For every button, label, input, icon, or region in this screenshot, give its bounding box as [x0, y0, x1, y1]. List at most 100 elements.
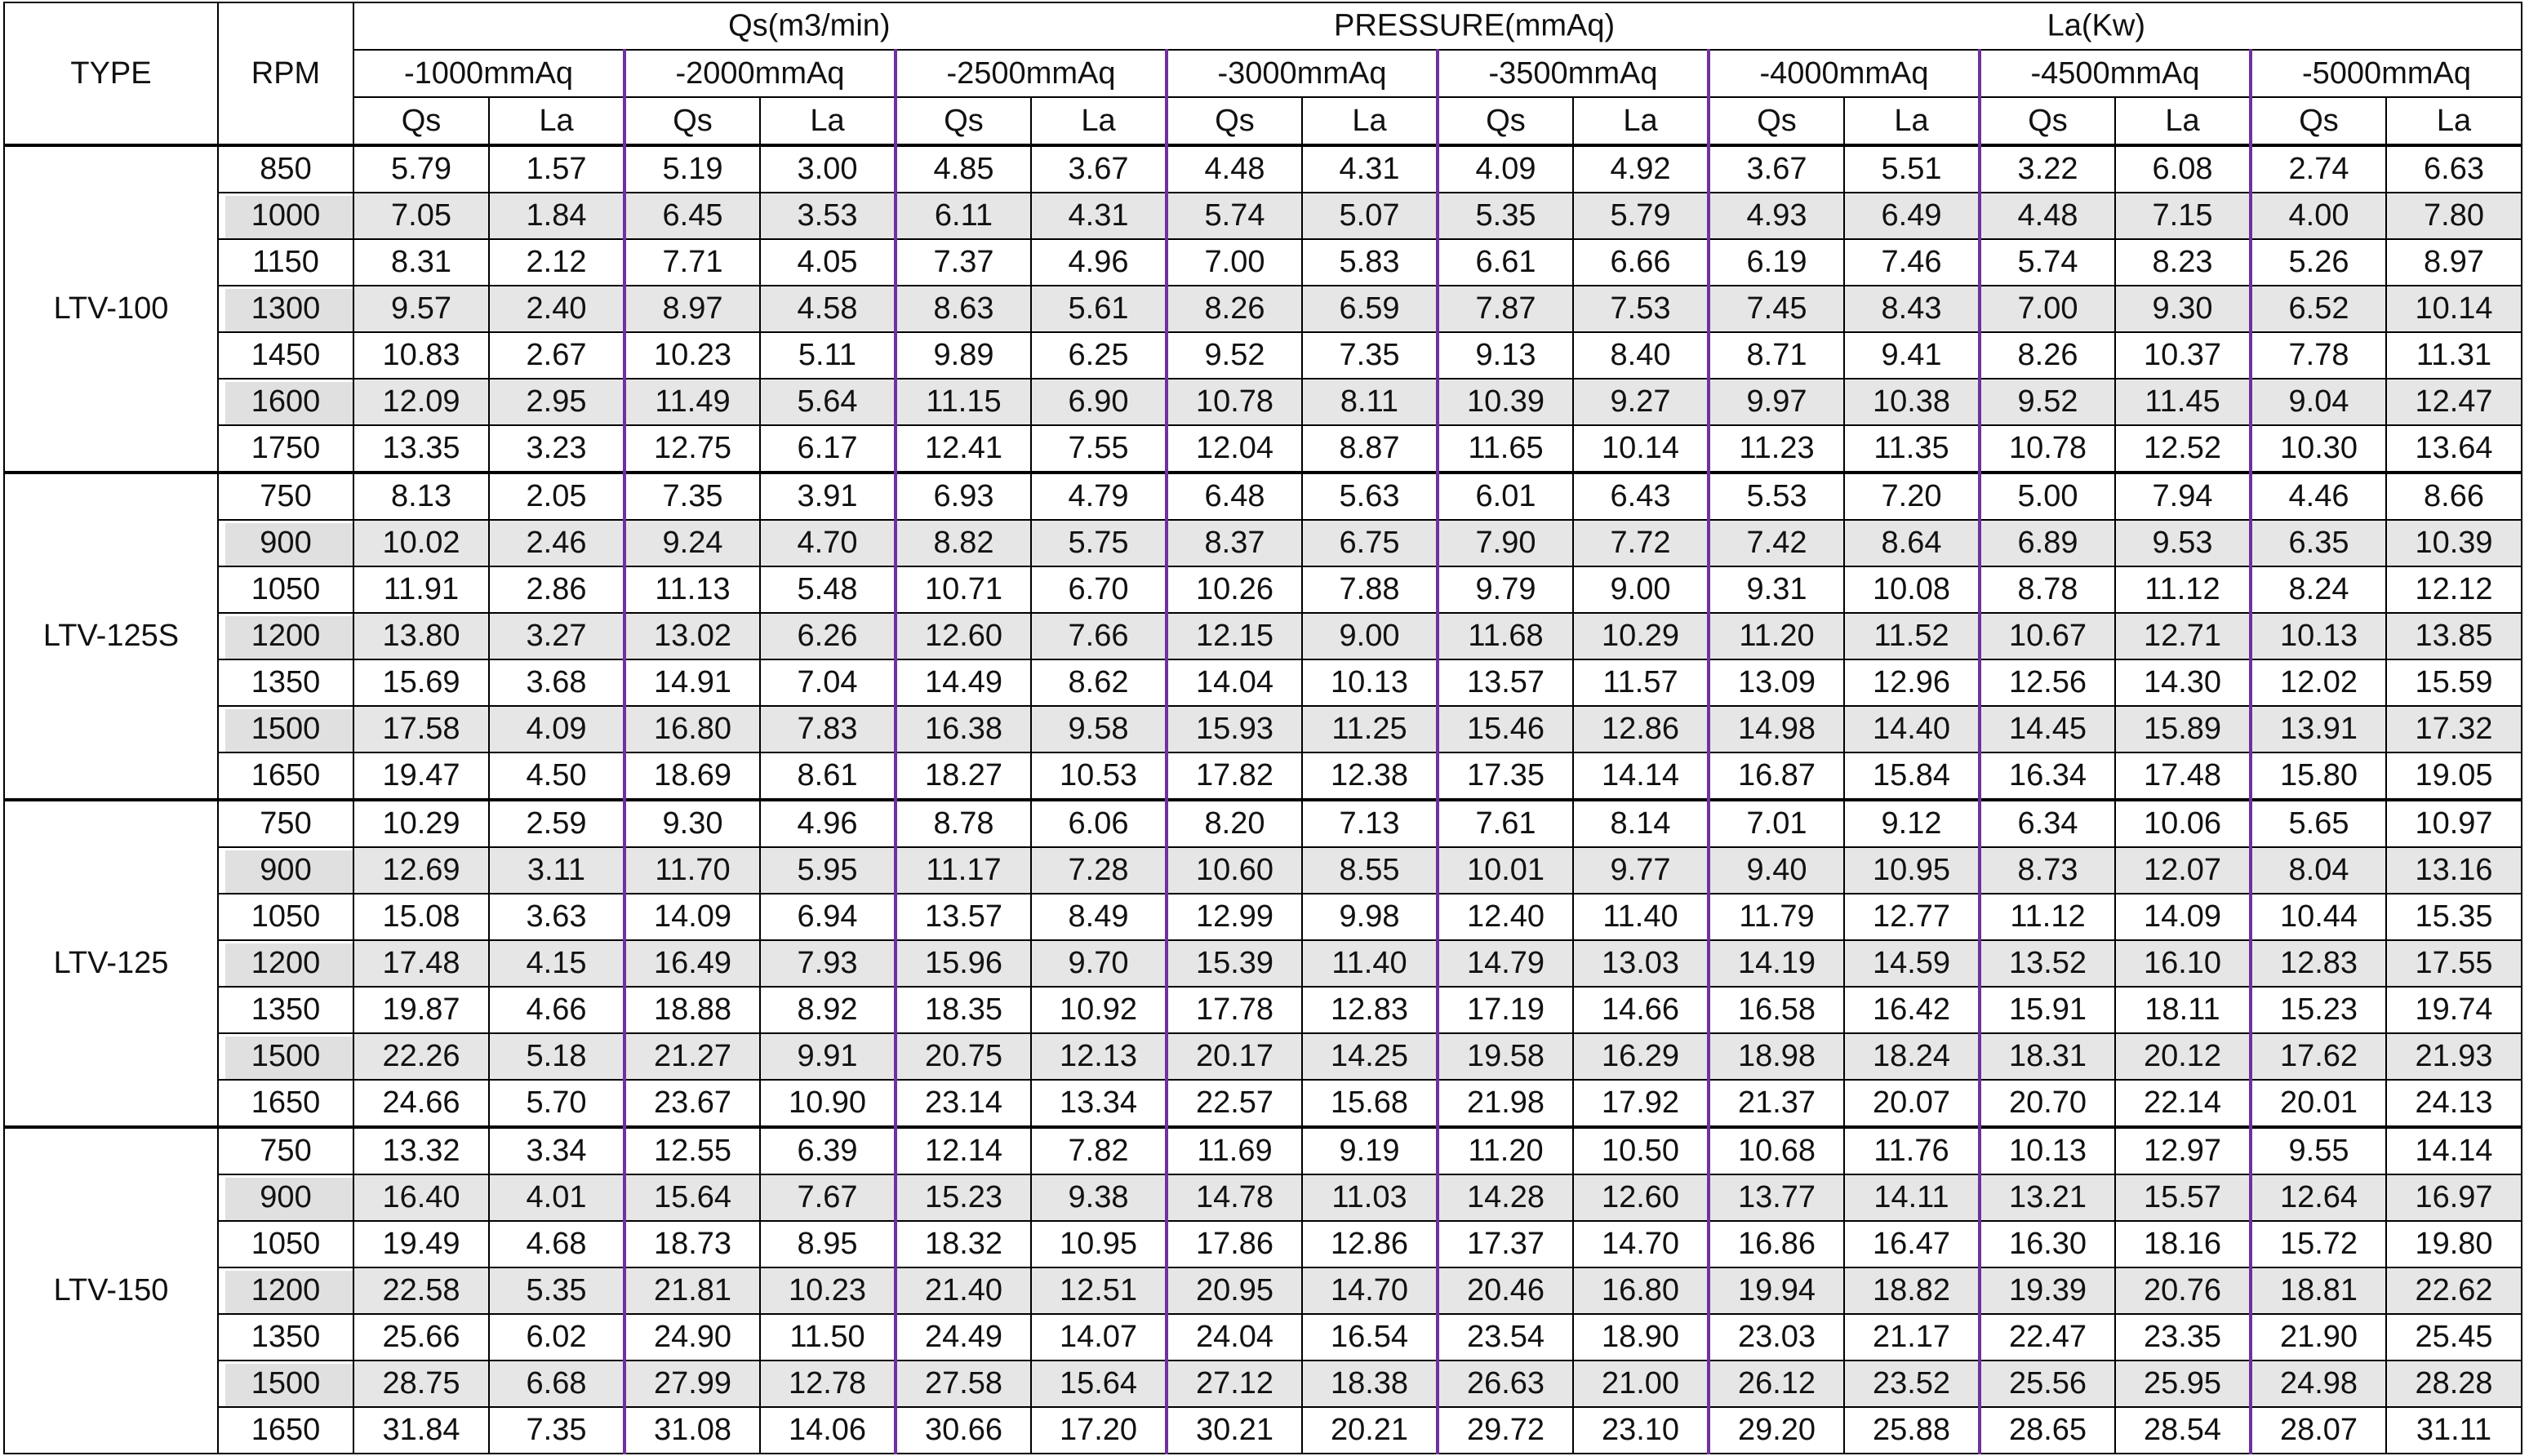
- rpm-cell: 1350: [217, 659, 354, 707]
- value-cell: 14.78: [1165, 1174, 1303, 1222]
- value-cell: 6.43: [1572, 471, 1709, 521]
- value-cell: 14.11: [1843, 1174, 1980, 1222]
- value-cell: 26.12: [1707, 1360, 1845, 1408]
- value-cell: 7.67: [759, 1174, 896, 1222]
- value-cell: 16.42: [1843, 986, 1980, 1034]
- value-cell: 24.90: [623, 1313, 761, 1361]
- value-cell: 21.37: [1707, 1079, 1845, 1128]
- type-cell: LTV-100: [3, 144, 219, 473]
- type-cell: LTV-150: [3, 1125, 219, 1454]
- value-cell: 6.34: [1978, 798, 2116, 848]
- value-cell: 17.37: [1436, 1220, 1574, 1268]
- value-cell: 16.58: [1707, 986, 1845, 1034]
- value-cell: 9.79: [1436, 566, 1574, 614]
- value-cell: 12.14: [894, 1125, 1032, 1175]
- value-cell: 6.70: [1030, 566, 1167, 614]
- value-cell: 5.51: [1843, 144, 1980, 193]
- value-cell: 6.02: [488, 1313, 625, 1361]
- value-cell: 11.20: [1436, 1125, 1574, 1175]
- value-cell: 8.71: [1707, 331, 1845, 380]
- value-cell: 11.03: [1301, 1174, 1438, 1222]
- value-cell: 9.04: [2249, 378, 2387, 426]
- value-cell: 11.25: [1301, 705, 1438, 753]
- value-cell: 14.91: [623, 659, 761, 707]
- value-cell: 10.14: [1572, 424, 1709, 473]
- value-cell: 18.27: [894, 752, 1032, 801]
- value-cell: 6.93: [894, 471, 1032, 521]
- value-cell: 5.79: [353, 144, 490, 193]
- sub-header: Qs: [623, 96, 761, 146]
- value-cell: 5.53: [1707, 471, 1845, 521]
- sub-header: Qs: [1165, 96, 1303, 146]
- value-cell: 18.81: [2249, 1267, 2387, 1315]
- value-cell: 12.64: [2249, 1174, 2387, 1222]
- value-cell: 18.69: [623, 752, 761, 801]
- pressure-header: -1000mmAq: [353, 49, 625, 98]
- pressure-header: -4500mmAq: [1978, 49, 2251, 98]
- value-cell: 9.91: [759, 1032, 896, 1081]
- value-cell: 14.70: [1572, 1220, 1709, 1268]
- value-cell: 24.49: [894, 1313, 1032, 1361]
- value-cell: 8.63: [894, 285, 1032, 333]
- value-cell: 18.38: [1301, 1360, 1438, 1408]
- value-cell: 18.24: [1843, 1032, 1980, 1081]
- value-cell: 16.34: [1978, 752, 2116, 801]
- value-cell: 14.09: [623, 893, 761, 941]
- value-cell: 11.79: [1707, 893, 1845, 941]
- value-cell: 7.87: [1436, 285, 1574, 333]
- value-cell: 8.78: [894, 798, 1032, 848]
- value-cell: 9.97: [1707, 378, 1845, 426]
- value-cell: 6.26: [759, 612, 896, 660]
- value-cell: 4.96: [1030, 238, 1167, 286]
- value-cell: 16.54: [1301, 1313, 1438, 1361]
- value-cell: 11.49: [623, 378, 761, 426]
- value-cell: 29.20: [1707, 1406, 1845, 1454]
- header-text: Qs(m3/min): [728, 8, 891, 43]
- value-cell: 7.13: [1301, 798, 1438, 848]
- value-cell: 10.97: [2385, 798, 2522, 848]
- value-cell: 22.58: [353, 1267, 490, 1315]
- rpm-cell: 1300: [217, 285, 354, 333]
- value-cell: 12.99: [1165, 893, 1303, 941]
- value-cell: 21.90: [2249, 1313, 2387, 1361]
- value-cell: 16.40: [353, 1174, 490, 1222]
- value-cell: 13.57: [1436, 659, 1574, 707]
- value-cell: 6.11: [894, 192, 1032, 240]
- data-row: 1450 10.83 2.67 10.23 5.11 9.89 6.25 9.52 7.35 9.…: [4, 331, 2522, 380]
- value-cell: 4.15: [488, 939, 625, 988]
- value-cell: 20.07: [1843, 1079, 1980, 1128]
- value-cell: 10.01: [1436, 846, 1574, 894]
- pressure-header: -2000mmAq: [623, 49, 896, 98]
- value-cell: 9.98: [1301, 893, 1438, 941]
- value-cell: 14.79: [1436, 939, 1574, 988]
- value-cell: 7.20: [1843, 471, 1980, 521]
- value-cell: 10.39: [1436, 378, 1574, 426]
- value-cell: 12.77: [1843, 893, 1980, 941]
- value-cell: 19.47: [353, 752, 490, 801]
- value-cell: 7.66: [1030, 612, 1167, 660]
- value-cell: 9.40: [1707, 846, 1845, 894]
- value-cell: 8.62: [1030, 659, 1167, 707]
- value-cell: 3.67: [1030, 144, 1167, 193]
- value-cell: 15.89: [2114, 705, 2251, 753]
- rpm-cell: 1500: [217, 1360, 354, 1408]
- value-cell: 22.26: [353, 1032, 490, 1081]
- value-cell: 7.37: [894, 238, 1032, 286]
- value-cell: 5.83: [1301, 238, 1438, 286]
- value-cell: 19.80: [2385, 1220, 2522, 1268]
- value-cell: 20.12: [2114, 1032, 2251, 1081]
- value-cell: 12.07: [2114, 846, 2251, 894]
- value-cell: 17.86: [1165, 1220, 1303, 1268]
- value-cell: 10.13: [2249, 612, 2387, 660]
- value-cell: 14.45: [1978, 705, 2116, 753]
- value-cell: 7.35: [1301, 331, 1438, 380]
- value-cell: 3.11: [488, 846, 625, 894]
- value-cell: 6.63: [2385, 144, 2522, 193]
- value-cell: 10.90: [759, 1079, 896, 1128]
- value-cell: 5.65: [2249, 798, 2387, 848]
- value-cell: 5.26: [2249, 238, 2387, 286]
- value-cell: 14.30: [2114, 659, 2251, 707]
- value-cell: 6.94: [759, 893, 896, 941]
- value-cell: 21.98: [1436, 1079, 1574, 1128]
